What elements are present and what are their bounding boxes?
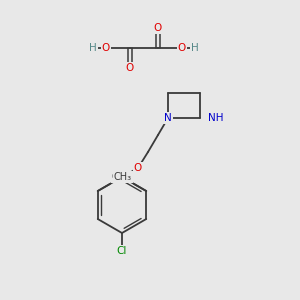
Text: CH₃: CH₃ — [112, 172, 130, 182]
Text: H: H — [89, 43, 97, 53]
Text: CH₃: CH₃ — [114, 172, 132, 182]
Text: H: H — [191, 43, 199, 53]
Text: O: O — [102, 43, 110, 53]
Text: O: O — [178, 43, 186, 53]
Text: N: N — [164, 113, 172, 123]
Text: O: O — [134, 163, 142, 173]
Text: O: O — [126, 63, 134, 73]
Text: Cl: Cl — [117, 246, 127, 256]
Text: NH: NH — [208, 113, 224, 123]
Text: O: O — [154, 23, 162, 33]
